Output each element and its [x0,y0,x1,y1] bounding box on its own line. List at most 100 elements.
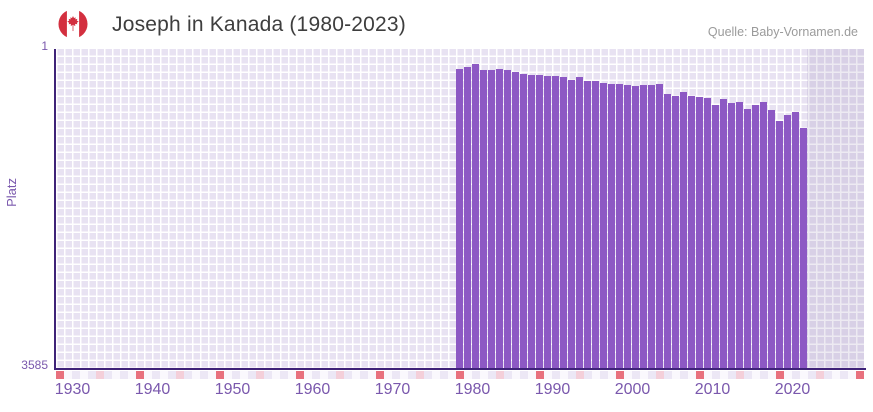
x-axis-labels: 1930 1940 1950 1960 1970 1980 1990 2000 2010 2020 [0,381,873,401]
bar-2001[interactable] [624,84,631,369]
tick-cell-2030 [856,371,864,379]
bar-1984[interactable] [488,70,495,369]
bar-2018[interactable] [760,101,767,369]
bar-1989[interactable] [528,75,535,369]
bar-1986[interactable] [504,70,511,369]
tick-cell-1931 [64,371,72,379]
bar-2015[interactable] [736,101,743,369]
tick-cell-1982 [472,371,480,379]
bar-2005[interactable] [656,84,663,369]
bar-1991[interactable] [544,75,551,369]
tick-cell-1976 [424,371,432,379]
y-axis-label: Platz [4,178,19,207]
tick-cell-1986 [504,371,512,379]
tick-cell-1981 [464,371,472,379]
tick-cell-1970 [376,371,384,379]
bar-1987[interactable] [512,72,519,369]
bar-1985[interactable] [496,69,503,369]
tick-cell-1949 [208,371,216,379]
x-tick-1970: 1970 [374,381,411,398]
bar-1993[interactable] [560,77,567,369]
bar-1988[interactable] [520,73,527,369]
tick-cell-2001 [624,371,632,379]
bar-2021[interactable] [784,114,791,369]
bar-2017[interactable] [752,105,759,369]
bar-1981[interactable] [464,66,471,369]
bar-2009[interactable] [688,95,695,369]
tick-cell-2028 [840,371,848,379]
bar-1982[interactable] [472,64,479,369]
tick-cell-2000 [616,371,624,379]
tick-cell-1946 [184,371,192,379]
bar-1995[interactable] [576,76,583,369]
bar-1990[interactable] [536,75,543,369]
tick-cell-1935 [96,371,104,379]
tick-cell-1957 [272,371,280,379]
tick-cell-1943 [160,371,168,379]
bar-1996[interactable] [584,80,591,369]
tick-cell-1955 [256,371,264,379]
tick-cell-1969 [368,371,376,379]
bar-2007[interactable] [672,95,679,369]
bar-1994[interactable] [568,79,575,369]
tick-cell-1968 [360,371,368,379]
bar-2010[interactable] [696,96,703,369]
tick-cell-2012 [712,371,720,379]
bar-1997[interactable] [592,80,599,369]
bar-1999[interactable] [608,84,615,369]
y-axis-tick-top: 1 [41,39,48,53]
tick-cell-2004 [648,371,656,379]
bar-2016[interactable] [744,109,751,369]
bar-2022[interactable] [792,112,799,369]
tick-cell-2026 [824,371,832,379]
x-tick-1940: 1940 [134,381,171,398]
bar-2014[interactable] [728,103,735,369]
bar-2012[interactable] [712,105,719,369]
tick-cell-2008 [680,371,688,379]
tick-cell-1947 [192,371,200,379]
tick-cell-1948 [200,371,208,379]
tick-cell-2006 [664,371,672,379]
tick-cell-1960 [296,371,304,379]
bar-2003[interactable] [640,84,647,369]
bar-2019[interactable] [768,109,775,369]
bar-2006[interactable] [664,94,671,369]
bar-1998[interactable] [600,83,607,369]
tick-cell-1939 [128,371,136,379]
maple-leaf-icon [67,16,79,27]
bar-2020[interactable] [776,120,783,369]
x-tick-2010: 2010 [694,381,731,398]
bar-2013[interactable] [720,98,727,369]
y-axis-tick-bottom: 3585 [21,358,48,372]
tick-cell-1978 [440,371,448,379]
tick-cell-1933 [80,371,88,379]
x-axis-line [54,368,866,370]
bar-1980[interactable] [456,68,463,369]
bar-2011[interactable] [704,98,711,369]
tick-cell-2022 [792,371,800,379]
tick-cell-2024 [808,371,816,379]
bar-2023[interactable] [800,127,807,369]
bar-2000[interactable] [616,84,623,369]
bar-1983[interactable] [480,70,487,369]
canada-flag-icon [58,9,88,39]
tick-cell-1963 [320,371,328,379]
chart-title: Joseph in Kanada (1980-2023) [112,13,406,36]
bar-1992[interactable] [552,75,559,369]
bar-2004[interactable] [648,84,655,369]
tick-cell-1983 [480,371,488,379]
x-axis-tick-band [56,371,864,379]
tick-cell-1944 [168,371,176,379]
bar-2002[interactable] [632,85,639,369]
tick-cell-1938 [120,371,128,379]
x-tick-1980: 1980 [454,381,491,398]
tick-cell-1941 [144,371,152,379]
tick-cell-1956 [264,371,272,379]
tick-cell-1975 [416,371,424,379]
tick-cell-1962 [312,371,320,379]
tick-cell-1954 [248,371,256,379]
tick-cell-2021 [784,371,792,379]
bar-2008[interactable] [680,92,687,369]
tick-cell-1992 [552,371,560,379]
tick-cell-1952 [232,371,240,379]
